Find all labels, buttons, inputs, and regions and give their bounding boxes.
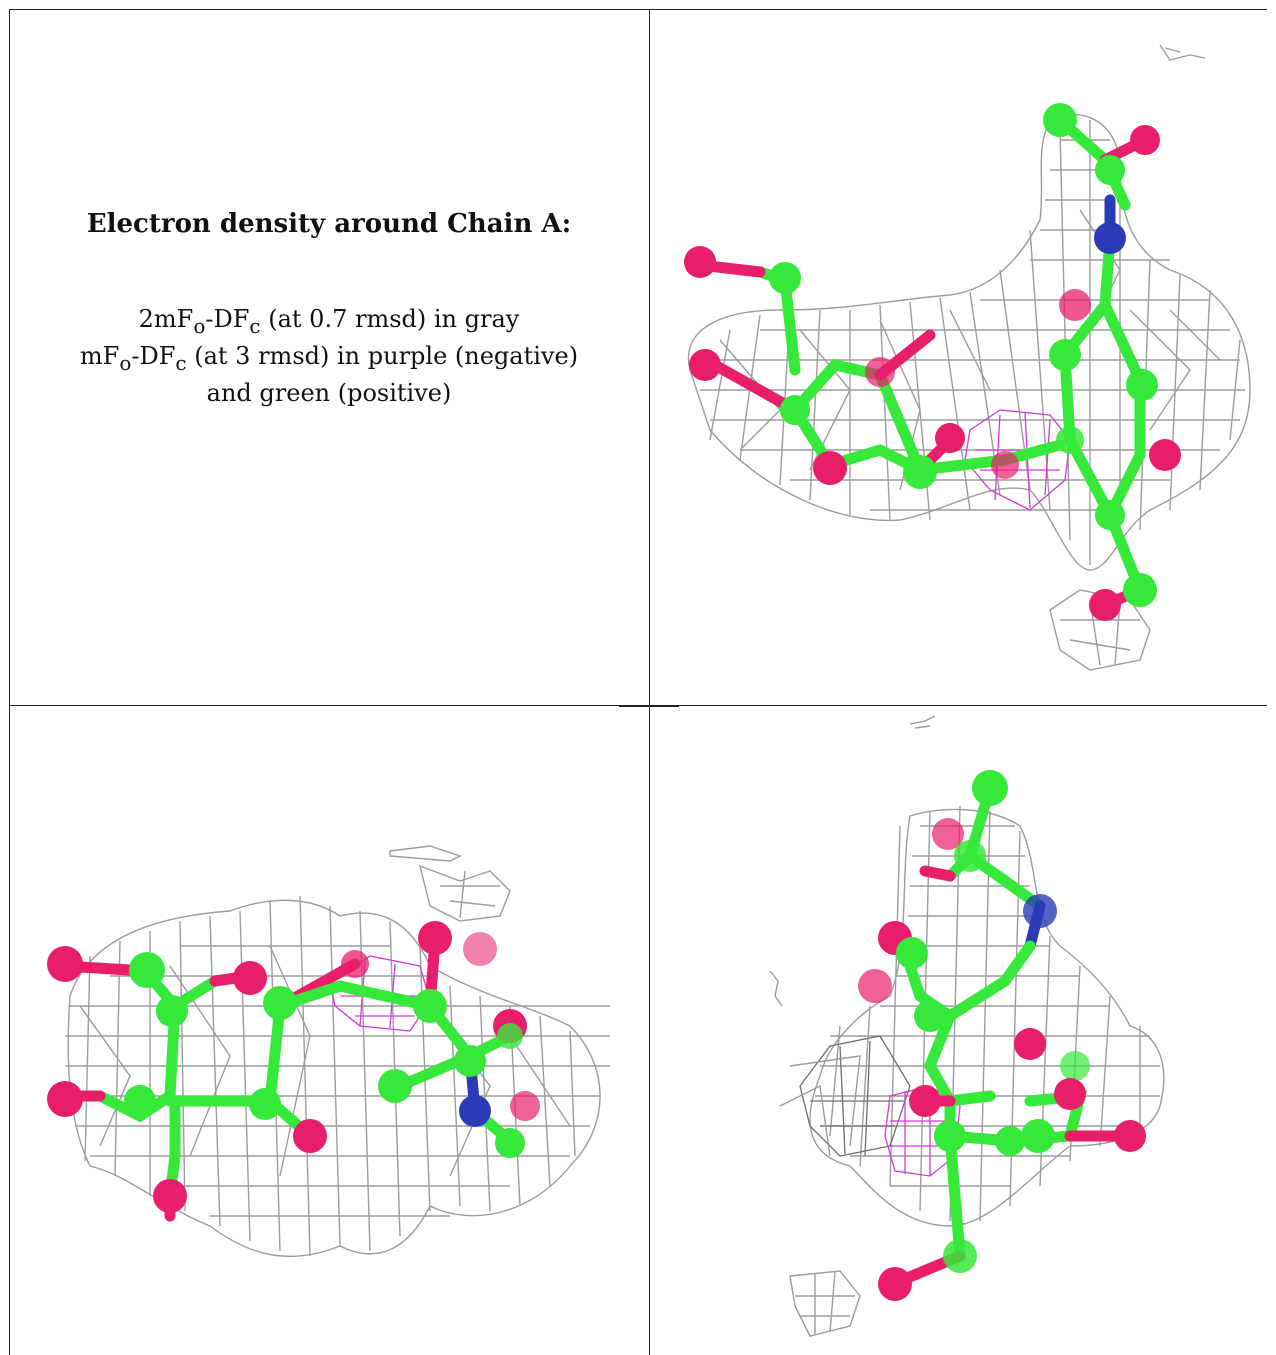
model-bonds (889, 782, 1136, 1287)
table-border-left (9, 9, 10, 1355)
caption-title: Electron density around Chain A: (86, 209, 572, 239)
model-bonds (59, 935, 516, 1222)
table-border-top (9, 9, 1267, 10)
model-atoms (684, 103, 1181, 621)
caption-line-2fofc: 2mFo-DFc (at 0.7 rmsd) in gray (138, 305, 520, 338)
density-view-1 (684, 44, 1251, 671)
model-atoms (47, 921, 540, 1213)
density-view-2 (47, 845, 610, 1258)
density-mesh-2fofc (65, 845, 610, 1258)
model-atoms (858, 770, 1146, 1301)
legend-caption: Electron density around Chain A: 2mFo-DF… (49, 209, 609, 409)
density-view-3 (769, 715, 1165, 1337)
table-divider-junction (619, 705, 679, 707)
caption-line-colors: and green (positive) (206, 378, 452, 407)
table-divider-vertical (649, 9, 650, 1355)
density-mesh-2fofc (687, 44, 1251, 671)
caption-line-fofc: mFo-DFc (at 3 rmsd) in purple (negative) (79, 341, 579, 375)
figure-grid: Electron density around Chain A: 2mFo-DF… (9, 9, 1267, 1355)
density-mesh-negative (884, 1085, 961, 1177)
